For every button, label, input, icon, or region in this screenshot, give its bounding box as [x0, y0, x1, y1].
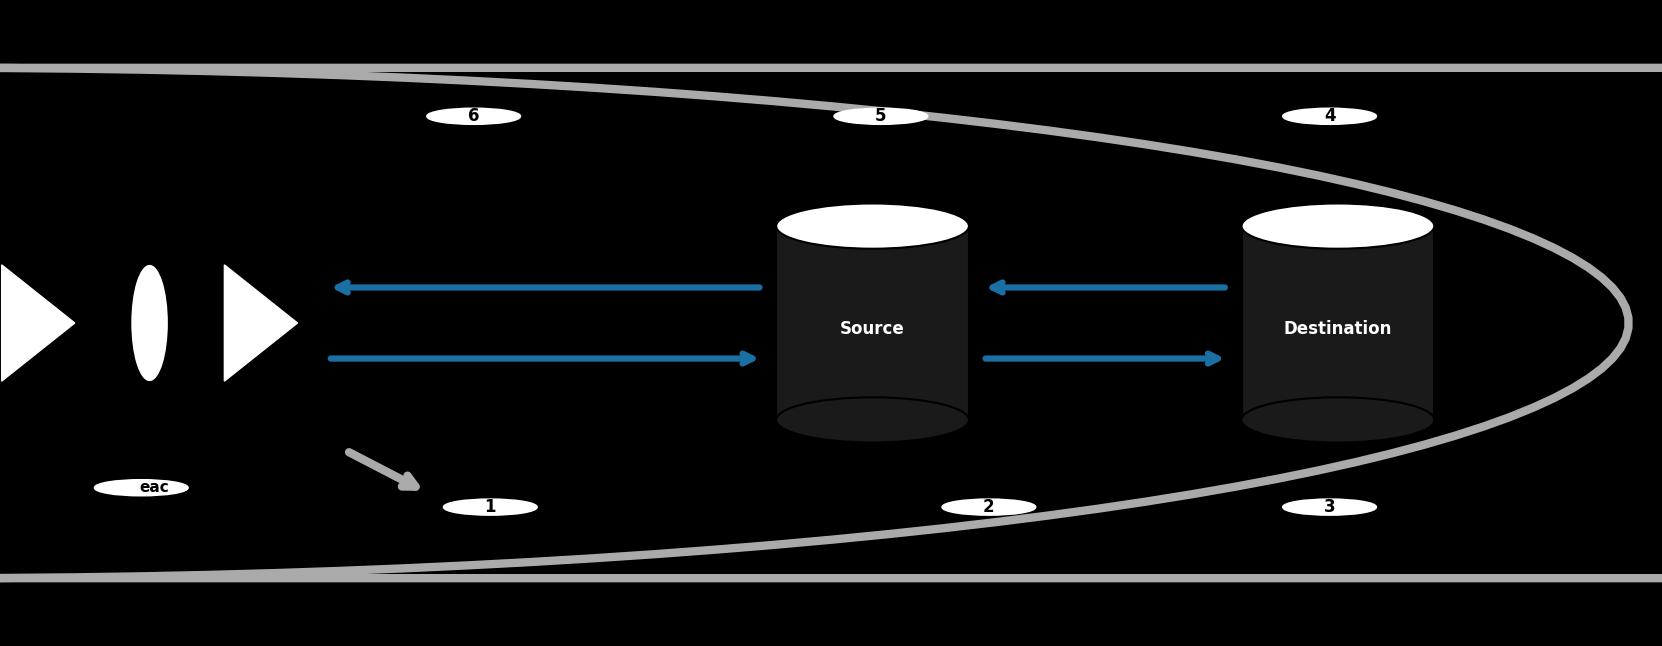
Text: 5: 5 [876, 107, 886, 125]
Text: 6: 6 [469, 107, 479, 125]
Ellipse shape [1283, 109, 1376, 124]
Text: 2: 2 [984, 498, 994, 516]
Ellipse shape [95, 480, 188, 495]
Ellipse shape [1283, 499, 1376, 515]
Text: 1: 1 [485, 498, 495, 516]
Ellipse shape [427, 109, 520, 124]
Ellipse shape [1242, 397, 1434, 443]
Ellipse shape [444, 499, 537, 515]
FancyBboxPatch shape [776, 226, 969, 420]
FancyBboxPatch shape [1242, 226, 1434, 420]
Ellipse shape [1242, 203, 1434, 249]
Text: eac: eac [140, 480, 170, 495]
Polygon shape [2, 265, 75, 381]
Polygon shape [224, 265, 297, 381]
Text: Destination: Destination [1283, 320, 1393, 339]
Text: 3: 3 [1325, 498, 1335, 516]
Ellipse shape [942, 499, 1035, 515]
Ellipse shape [776, 203, 969, 249]
Ellipse shape [834, 109, 927, 124]
Ellipse shape [131, 265, 168, 381]
Text: 4: 4 [1325, 107, 1335, 125]
Ellipse shape [776, 397, 969, 443]
Text: Source: Source [841, 320, 904, 339]
